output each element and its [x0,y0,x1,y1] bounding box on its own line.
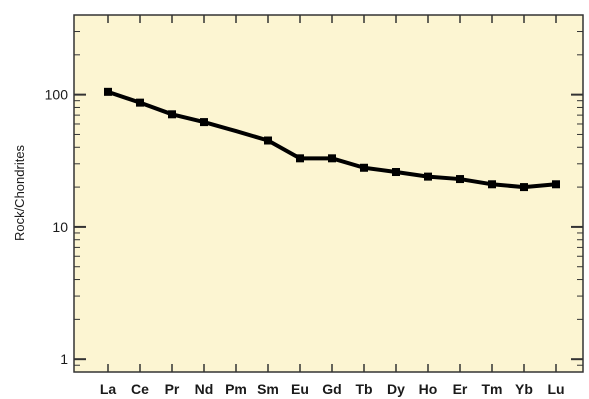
y-tick-label: 10 [52,219,68,235]
plot-area [73,14,584,373]
data-point-sm [264,136,272,145]
data-point-pr [168,110,176,119]
x-tick-label-nd: Nd [195,381,214,397]
data-point-nd [200,118,208,127]
x-axis: La Ce Pr Nd Pm Sm Eu Gd Tb Dy Ho Er Tm Yb Lu [100,15,565,397]
x-tick-label-la: La [100,381,117,397]
x-tick-label-tm: Tm [482,381,503,397]
x-tick-label-pm: Pm [225,381,247,397]
data-point-tm [488,180,496,189]
x-tick-label-yb: Yb [515,381,533,397]
data-point-gd [328,154,336,163]
y-tick-label: 100 [45,87,69,103]
data-point-lu [552,180,560,189]
x-tick-label-ho: Ho [419,381,438,397]
data-point-ho [424,172,432,181]
y-axis-title: Rock/Chondrites [12,144,27,241]
y-axis: 1 10 100 [45,14,583,373]
data-point-tb [360,163,368,172]
data-point-la [104,87,112,96]
data-point-er [456,175,464,184]
data-point-yb [520,183,528,192]
x-tick-label-lu: Lu [547,381,564,397]
x-tick-label-sm: Sm [257,381,279,397]
data-point-dy [392,168,400,177]
x-tick-label-ce: Ce [131,381,149,397]
x-tick-label-eu: Eu [291,381,309,397]
data-point-eu [296,154,304,163]
x-tick-label-pr: Pr [165,381,180,397]
x-tick-label-er: Er [453,381,468,397]
x-tick-label-tb: Tb [355,381,372,397]
x-tick-label-dy: Dy [387,381,405,397]
data-point-ce [136,98,144,107]
y-tick-label: 1 [60,351,68,367]
x-tick-label-gd: Gd [322,381,341,397]
series-group [104,87,560,192]
